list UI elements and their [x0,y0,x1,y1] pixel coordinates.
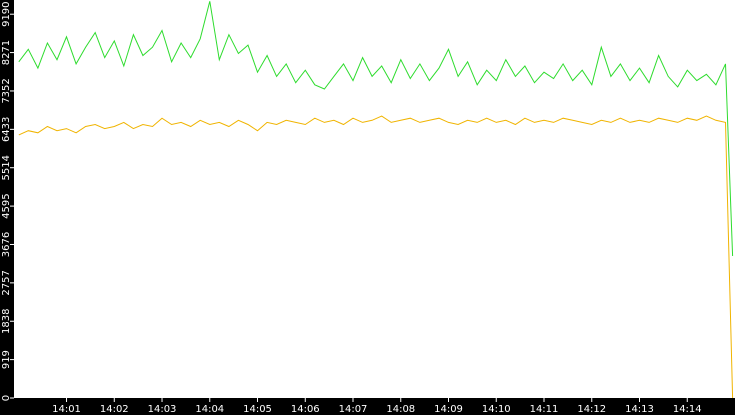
x-tick-label: 14:03 [148,404,177,415]
y-tick-label: 1838 [1,309,12,334]
x-tick-label: 14:07 [339,404,368,415]
y-tick-label: 8271 [1,40,12,65]
x-tick-label: 14:10 [482,404,511,415]
plot-area [14,0,735,398]
x-tick-label: 14:12 [577,404,606,415]
x-tick-label: 14:11 [530,404,559,415]
series-line [18,115,734,399]
y-tick-label: 919 [1,350,12,369]
series-line [18,1,734,257]
y-tick-label: 5514 [1,155,12,180]
x-tick-label: 14:14 [673,404,702,415]
x-tick-label: 14:01 [52,404,81,415]
x-tick-label: 14:13 [625,404,654,415]
x-tick-label: 14:08 [386,404,415,415]
y-tick-label: 9190 [1,1,12,26]
x-tick-label: 14:02 [100,404,129,415]
x-tick-label: 14:05 [243,404,272,415]
y-tick-label: 7352 [1,78,12,103]
x-tick-label: 14:04 [195,404,224,415]
y-tick-label: 3676 [1,232,12,257]
y-tick-label: 4595 [1,193,12,218]
x-tick-label: 14:06 [291,404,320,415]
y-tick-label: 2757 [1,270,12,295]
x-tick-label: 14:09 [434,404,463,415]
y-tick-label: 6433 [1,117,12,142]
y-tick-label: 0 [1,395,12,401]
